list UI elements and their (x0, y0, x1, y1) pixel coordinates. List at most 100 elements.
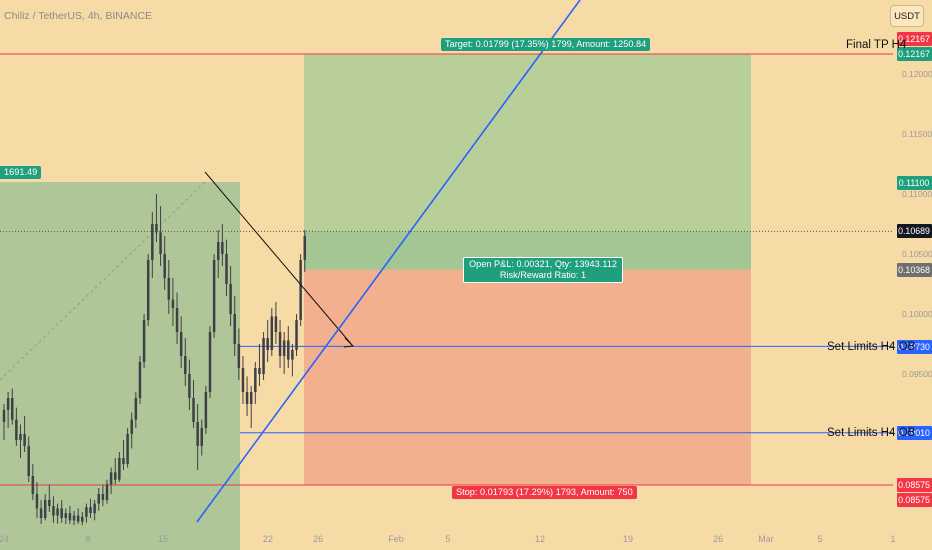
candle-body (303, 236, 307, 261)
price-label-text: 0.08575 (898, 480, 930, 490)
y-tick-label: 0.10500 (902, 249, 932, 259)
candle-body (216, 242, 220, 261)
price-label-text: 0.09730 (898, 342, 930, 352)
candle-body (76, 515, 80, 522)
candle (262, 332, 265, 381)
candle (101, 484, 105, 506)
candle (31, 464, 35, 500)
candle-body (101, 493, 105, 500)
price-label-box (897, 32, 932, 46)
candle (295, 314, 298, 357)
price-label-text: 0.09010 (898, 428, 930, 438)
candle-body (245, 392, 249, 405)
candle-body (81, 516, 84, 522)
candle (159, 206, 162, 267)
candle (105, 479, 109, 504)
stop-label: Stop: 0.01793 (17.29%) 1793, Amount: 750 (452, 486, 637, 499)
candle-body (184, 356, 187, 375)
candle (179, 316, 183, 369)
x-tick-label: 26 (313, 534, 323, 544)
candle-body (31, 476, 35, 494)
candle-body (64, 513, 68, 518)
price-label-box (897, 340, 932, 354)
trend-arrow-line[interactable] (204, 171, 353, 346)
x-tick-label: 19 (623, 534, 633, 544)
candle-body (19, 434, 22, 441)
candle (35, 482, 39, 518)
candle (52, 496, 55, 523)
candle-body (155, 224, 158, 233)
candle-body (278, 332, 282, 357)
y-tick-label: 0.12000 (902, 69, 932, 79)
candle-body (113, 472, 117, 480)
candle-body (196, 422, 199, 447)
candle-body (6, 398, 10, 411)
candle (254, 362, 257, 405)
candle (192, 380, 195, 429)
candle-body (85, 507, 88, 517)
candle (216, 230, 220, 279)
candle (274, 302, 278, 345)
candle-body (287, 340, 290, 360)
candle (221, 224, 224, 267)
candle-body (221, 242, 224, 255)
candle (85, 503, 88, 523)
previous-position-label: 1691.49 (0, 166, 42, 179)
candle-body (258, 368, 261, 375)
candle (270, 308, 274, 357)
x-tick-label: Mar (758, 534, 774, 544)
candle (6, 392, 10, 429)
candle-body (151, 224, 154, 261)
candle (23, 416, 26, 453)
candle (225, 239, 228, 297)
candle (208, 326, 212, 399)
level-label: Set Limits H4 OB (827, 341, 916, 353)
previous-profit-zone (0, 182, 240, 550)
candle-body (291, 350, 294, 360)
currency-button[interactable]: USDT (890, 5, 924, 27)
candle-body (89, 507, 92, 514)
candle (48, 484, 51, 512)
ascending-trendline[interactable] (196, 0, 581, 523)
candle (27, 436, 30, 483)
candle-body (204, 392, 208, 429)
price-label-text: 0.12167 (898, 34, 930, 44)
candle (43, 493, 47, 521)
candle-body (188, 374, 191, 399)
candle (241, 356, 245, 405)
candle-body (237, 344, 241, 369)
x-tick-label: Feb (388, 534, 404, 544)
candle-body (43, 499, 47, 518)
y-tick-label: 0.09500 (902, 369, 932, 379)
price-label-box (897, 426, 932, 440)
candle-body (167, 278, 171, 300)
x-tick-label: 22 (263, 534, 273, 544)
candle (249, 386, 253, 429)
x-tick-label: 8 (85, 534, 90, 544)
price-label-box (897, 47, 932, 61)
loss-zone[interactable] (304, 269, 751, 485)
candle (113, 458, 117, 485)
candle (39, 499, 43, 524)
x-tick-label: 12 (535, 534, 545, 544)
candle-body (97, 493, 101, 504)
candle (138, 356, 142, 405)
candle-body (122, 458, 125, 465)
candle-body (27, 446, 30, 477)
candle (237, 328, 241, 381)
candle-body (249, 392, 253, 405)
x-tick-label: 24 (0, 534, 9, 544)
candle-body (282, 340, 286, 357)
candle-body (68, 513, 72, 521)
candle (142, 314, 146, 369)
candle (97, 487, 101, 511)
candle-body (163, 254, 166, 279)
candle-body (225, 254, 228, 285)
candle (204, 386, 208, 435)
candle-body (35, 493, 39, 509)
candle-body (72, 515, 76, 521)
candle-body (241, 368, 245, 393)
candle (68, 505, 72, 524)
candle (126, 428, 129, 468)
